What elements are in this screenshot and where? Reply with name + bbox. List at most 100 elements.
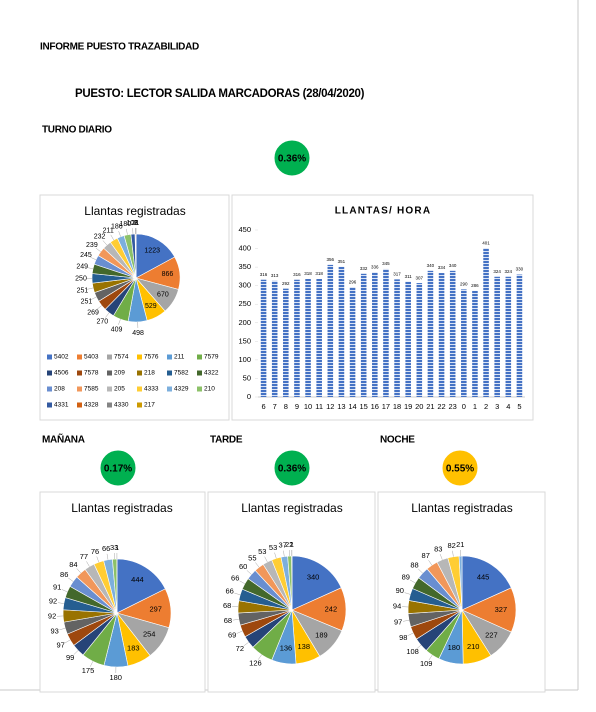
legend-label: 4329 <box>174 386 189 393</box>
shift-label: NOCHE <box>380 435 415 446</box>
data-label: 286 <box>471 283 479 288</box>
x-tick-label: 6 <box>261 402 265 411</box>
leader-line <box>90 661 94 667</box>
bar <box>294 279 300 397</box>
leader-line <box>416 644 422 650</box>
legend-label: 209 <box>114 370 125 377</box>
data-label: 211 <box>103 227 114 234</box>
x-tick-label: 2 <box>484 402 488 411</box>
data-label: 175 <box>82 666 95 675</box>
legend-swatch <box>107 354 112 360</box>
data-label: 529 <box>145 303 157 310</box>
x-tick-label: 9 <box>295 402 299 411</box>
leader-line <box>96 556 100 563</box>
leader-line <box>258 654 262 660</box>
data-label: 340 <box>449 263 457 268</box>
data-label: 68 <box>223 601 231 610</box>
bar <box>260 279 267 397</box>
x-tick-label: 1 <box>473 402 477 411</box>
data-label: 297 <box>149 604 162 613</box>
shift-label: TURNO DIARIO <box>42 125 112 136</box>
leader-line <box>418 568 423 574</box>
data-label: 401 <box>482 240 490 245</box>
leader-line <box>57 602 64 604</box>
data-label: 66 <box>225 587 233 596</box>
x-tick-label: 22 <box>437 402 445 411</box>
data-label: 55 <box>248 553 256 562</box>
bar <box>349 287 356 397</box>
x-tick-label: 21 <box>426 402 434 411</box>
leader-line <box>274 552 277 559</box>
data-label: 180 <box>448 643 461 652</box>
data-label: 340 <box>427 263 435 268</box>
data-label: 87 <box>422 551 430 560</box>
leader-line <box>232 618 239 621</box>
legend-label: 7576 <box>144 354 159 361</box>
leader-line <box>234 592 241 596</box>
leader-line <box>283 550 285 557</box>
legend-swatch <box>77 370 82 376</box>
data-label: 77 <box>80 552 88 561</box>
data-label: 1223 <box>144 248 160 255</box>
data-label: 250 <box>75 275 87 282</box>
data-label: 313 <box>271 273 279 278</box>
data-label: 93 <box>50 626 58 635</box>
pie-slice <box>461 555 512 611</box>
bar <box>472 290 478 397</box>
data-label: 270 <box>97 318 109 325</box>
bar <box>416 283 423 397</box>
x-tick-label: 15 <box>360 402 368 411</box>
legend-label: 7582 <box>174 370 189 377</box>
leader-line <box>439 554 443 560</box>
data-label: 866 <box>162 271 174 278</box>
y-tick-label: 450 <box>238 225 251 234</box>
leader-line <box>76 568 81 574</box>
legend-label: 211 <box>174 354 185 361</box>
legend-label: 7574 <box>114 354 129 361</box>
leader-line <box>87 287 94 290</box>
data-label: 97 <box>56 640 64 649</box>
leader-line <box>118 319 121 325</box>
pie-slice <box>291 555 342 611</box>
y-tick-label: 50 <box>243 373 251 382</box>
x-tick-label: 17 <box>382 402 390 411</box>
data-label: 86 <box>60 570 68 579</box>
data-label: 324 <box>493 269 501 274</box>
data-label: 99 <box>66 653 74 662</box>
leader-line <box>428 560 433 566</box>
data-label: 345 <box>382 261 390 266</box>
data-label: 292 <box>282 281 290 286</box>
pie-slice <box>135 233 176 279</box>
legend-swatch <box>47 370 52 376</box>
data-label: 69 <box>228 630 236 639</box>
legend-swatch <box>77 402 82 408</box>
data-label: 311 <box>405 274 413 279</box>
data-label: 92 <box>48 612 56 621</box>
bar <box>360 273 367 397</box>
leader-line <box>403 619 410 622</box>
data-label: 251 <box>81 299 93 306</box>
legend-label: 4328 <box>84 402 99 409</box>
data-label: 251 <box>77 287 89 294</box>
data-label: 332 <box>360 266 368 271</box>
data-label: 68 <box>224 616 232 625</box>
leader-line <box>87 267 94 270</box>
legend-swatch <box>47 402 52 408</box>
data-label: 53 <box>258 547 266 556</box>
x-tick-label: 8 <box>284 402 288 411</box>
data-label: 89 <box>402 572 410 581</box>
data-label: 445 <box>477 572 490 581</box>
data-label: 108 <box>126 220 138 227</box>
leader-line <box>255 562 260 568</box>
shift-label: MAÑANA <box>42 433 85 446</box>
data-label: 136 <box>280 643 293 652</box>
data-label: 76 <box>91 547 99 556</box>
y-tick-label: 100 <box>238 355 251 364</box>
rate-value: 0.55% <box>446 464 474 475</box>
leader-line <box>126 228 128 235</box>
bar <box>372 272 378 397</box>
leader-line <box>90 257 97 260</box>
leader-line <box>106 553 109 560</box>
data-label: 351 <box>338 259 346 264</box>
data-label: 72 <box>236 644 244 653</box>
